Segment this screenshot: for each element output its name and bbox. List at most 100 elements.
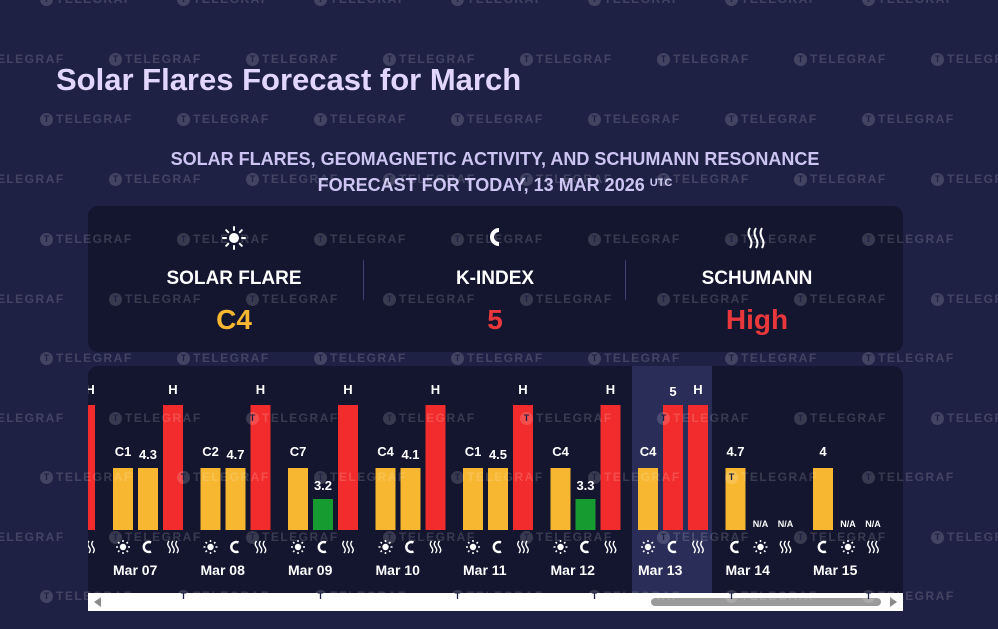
sun-icon: [222, 226, 246, 250]
magnet-icon: [492, 540, 502, 554]
sun-icon: [553, 540, 568, 554]
date-label: Mar 12: [551, 562, 596, 578]
utc-label: UTC: [649, 177, 673, 189]
flare-bar: [113, 468, 133, 530]
summary-divider: [363, 260, 364, 300]
k-index-summary: K-INDEX 5: [359, 206, 631, 352]
k-index-bar: [725, 468, 746, 530]
magnet-icon: [667, 540, 677, 554]
sun-icon: [116, 540, 130, 554]
k-index-bar: [400, 468, 421, 530]
waves-icon: [747, 227, 765, 249]
subtitle-line-2: FORECAST FOR TODAY, 13 MAR 2026 UTC: [317, 175, 673, 195]
flare-label: C2: [202, 444, 219, 459]
k-index-label: 3.2: [314, 478, 332, 493]
k-index-bar: [138, 468, 158, 530]
waves-icon: [254, 540, 267, 554]
schumann-summary: SCHUMANN High: [621, 206, 893, 352]
k-index-bar: [488, 468, 508, 530]
date-label: Mar 11: [463, 562, 507, 578]
k-index-bar: [575, 499, 596, 530]
k-index-bar: [663, 405, 683, 530]
waves-icon: [604, 540, 617, 554]
forecast-chart[interactable]: H C1 4.3 H Mar 07 C2 4.7 H Mar 08 C7 3.2 H Mar 09 C4 4…: [88, 366, 903, 596]
waves-icon: [88, 540, 95, 554]
sun-icon: [378, 540, 393, 554]
magnet-icon: [817, 540, 827, 554]
flare-label: C1: [115, 444, 132, 459]
schumann-label: H: [606, 382, 615, 397]
flare-label: C1: [465, 444, 482, 459]
date-label: Mar 08: [201, 562, 246, 578]
k-index-value: 5: [487, 304, 503, 335]
date-label: Mar 13: [638, 562, 683, 578]
schumann-label: N/A: [865, 519, 881, 529]
subtitle-line-1: SOLAR FLARES, GEOMAGNETIC ACTIVITY, AND …: [170, 149, 820, 169]
sun-icon: [753, 540, 768, 554]
flare-label: C4: [640, 444, 657, 459]
page-title: Solar Flares Forecast for March: [56, 62, 522, 97]
flare-label: C4: [377, 444, 394, 459]
magnet-icon: [405, 540, 415, 554]
schumann-label: H: [88, 382, 95, 397]
k-index-label: 4.5: [489, 447, 507, 462]
k-index-label: 4: [819, 444, 827, 459]
schumann-bar: [338, 405, 358, 530]
flare-label: N/A: [753, 519, 769, 529]
scroll-left-arrow-icon[interactable]: [94, 597, 101, 607]
flare-label: C4: [552, 444, 569, 459]
flare-bar: [200, 468, 221, 530]
flare-bar: [463, 468, 483, 530]
flare-bar: [288, 468, 308, 530]
schumann-bar: [600, 405, 621, 530]
sun-icon: [203, 540, 218, 554]
flare-bar: [550, 468, 571, 530]
sun-icon: [291, 540, 305, 554]
waves-icon: [779, 540, 792, 554]
waves-icon: [692, 540, 704, 554]
schumann-bar: [688, 405, 708, 530]
today-summary-panel: SOLAR FLARE C4 K-INDEX 5 SCHUMANN High: [88, 206, 903, 352]
chart-scrollbar[interactable]: [88, 593, 903, 611]
schumann-bar: [250, 405, 271, 530]
waves-icon: [342, 540, 354, 554]
waves-icon: [167, 540, 179, 554]
scroll-right-arrow-icon[interactable]: [890, 597, 897, 607]
schumann-label: H: [518, 382, 527, 397]
schumann-label: H: [693, 382, 702, 397]
schumann-bar: [513, 405, 533, 530]
k-index-bar: [225, 468, 246, 530]
sun-icon: [641, 540, 655, 554]
summary-divider: [625, 260, 626, 300]
k-index-bar: [313, 499, 333, 530]
flare-bar: [375, 468, 396, 530]
k-index-label: 4.1: [401, 447, 419, 462]
flare-label: C7: [290, 444, 307, 459]
forecast-bars: H C1 4.3 H Mar 07 C2 4.7 H Mar 08 C7 3.2 H Mar 09 C4 4…: [88, 382, 881, 578]
waves-icon: [517, 540, 529, 554]
solar-flare-summary: SOLAR FLARE C4: [98, 206, 370, 352]
waves-icon: [867, 540, 879, 554]
schumann-bar: [88, 405, 95, 530]
date-label: Mar 07: [113, 562, 158, 578]
scrollbar-thumb[interactable]: [651, 598, 881, 606]
k-index-label: 4.3: [139, 447, 157, 462]
